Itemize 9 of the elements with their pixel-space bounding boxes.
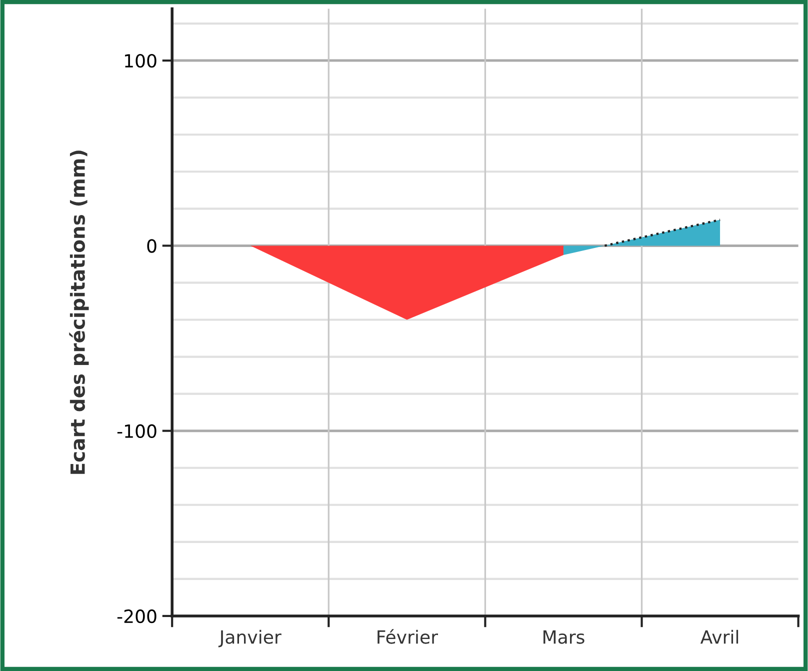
x-tick-label: Janvier xyxy=(218,630,282,648)
y-axis-title: Ecart des précipitations (mm) xyxy=(69,150,89,474)
x-tick-label: Février xyxy=(378,629,438,644)
x-tick-label: Avril xyxy=(700,630,738,644)
x-tick-label: Mars xyxy=(544,630,584,644)
y-tick-label: 0 xyxy=(147,239,156,253)
y-tick-label: -100 xyxy=(117,424,156,438)
y-tick-label: -200 xyxy=(117,609,156,624)
y-tick-label: 100 xyxy=(125,54,156,68)
